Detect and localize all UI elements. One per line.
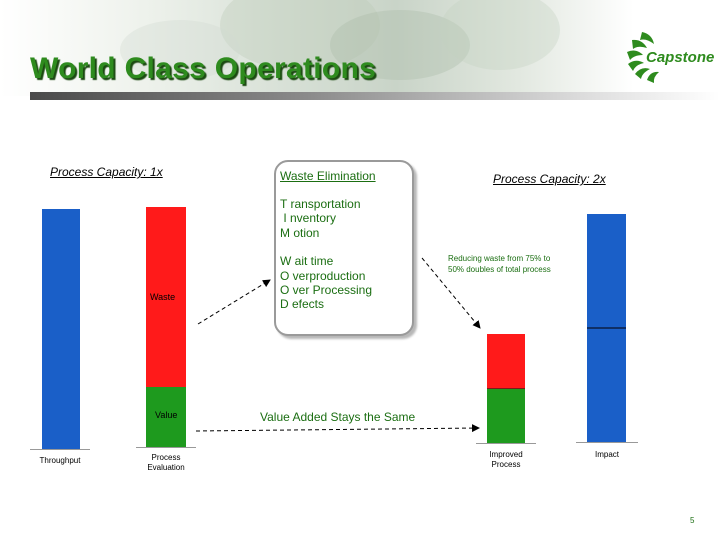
throughput-baseline: [30, 449, 90, 450]
improved-process-waste-segment: [487, 334, 525, 389]
improved-process-value-segment: [487, 389, 525, 443]
improved-process-label-line2: Process: [491, 460, 521, 469]
right-capacity-label: Process Capacity: 2x: [493, 172, 606, 186]
value-added-text: Value Added Stays the Same: [260, 410, 416, 424]
waste-item-transportation: T ransportation: [280, 197, 361, 211]
impact-label: Impact: [594, 450, 619, 459]
waste-elimination-title: Waste Elimination: [280, 169, 376, 183]
process-evaluation-waste-segment: [146, 207, 186, 387]
improved-process-label: Improved Process: [471, 450, 541, 470]
arrow-value-to-improved: [195, 424, 480, 433]
throughput-label: Throughput: [39, 456, 81, 465]
leaf-decoration: [120, 20, 240, 80]
improved-process-divider: [487, 388, 525, 389]
reduction-note: Reducing waste from 75% to 50% doubles o…: [448, 254, 551, 274]
logo-text: Capstone: [646, 49, 715, 66]
impact-baseline: [576, 442, 638, 443]
improved-process-baseline: [476, 443, 536, 444]
title-underline-bar: [30, 92, 720, 100]
improved-process-label-line1: Improved: [489, 450, 523, 459]
impact-bar-lower-segment: [587, 329, 626, 442]
header-banner: [0, 0, 720, 96]
value-segment-label: Value: [155, 410, 178, 420]
waste-item-over-processing: O ver Processing: [280, 283, 373, 297]
leaf-decoration: [220, 0, 380, 70]
leaf-decoration: [330, 10, 470, 80]
process-evaluation-label-line2: Evaluation: [147, 463, 185, 472]
process-evaluation-label-line1: Process: [151, 453, 181, 462]
process-evaluation-label: Process Evaluation: [131, 453, 201, 473]
waste-item-wait-time: W ait time: [280, 254, 334, 268]
waste-item-inventory: I nventory: [280, 211, 337, 225]
waste-item-motion: M otion: [280, 226, 320, 240]
throughput-bar: [42, 209, 80, 449]
waste-item-defects: D efects: [280, 297, 325, 311]
process-evaluation-value-segment: [146, 387, 186, 447]
arrow-box-to-improved: [421, 257, 481, 329]
waste-segment-label: Waste: [150, 292, 176, 302]
impact-bar-upper-segment: [587, 214, 626, 327]
page-title: World Class Operations: [30, 52, 377, 85]
impact-bar-divider: [587, 327, 626, 329]
leaf-decoration: [440, 0, 560, 70]
left-capacity-label: Process Capacity: 1x: [50, 165, 163, 179]
waste-item-overproduction: O verproduction: [280, 269, 366, 283]
waste-elimination-box: [274, 160, 414, 336]
page-number: 5: [690, 516, 695, 525]
arrow-waste-to-box: [197, 279, 271, 325]
process-evaluation-baseline: [136, 447, 196, 448]
capstone-logo-icon: [627, 32, 659, 83]
